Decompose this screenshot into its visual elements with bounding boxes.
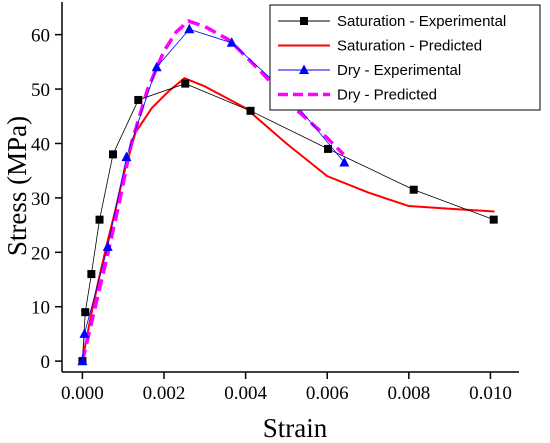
x-ticks: 0.000 0.002 0.004 0.006 0.008 0.010 <box>61 372 512 404</box>
data-point-square <box>95 215 104 224</box>
data-point-square <box>324 144 333 153</box>
series-dry-experimental <box>77 23 350 366</box>
legend-marker <box>300 17 308 25</box>
series-line <box>81 77 495 362</box>
data-point-triangle <box>102 241 113 251</box>
data-point-square <box>181 79 190 88</box>
y-tick-label: 50 <box>31 80 50 101</box>
series-layer <box>77 19 498 366</box>
data-point-square <box>134 95 143 104</box>
data-point-square <box>246 106 255 115</box>
y-ticks: 0 10 20 30 40 50 60 <box>31 26 62 373</box>
y-tick-label: 60 <box>31 26 50 47</box>
data-point-square <box>489 215 498 224</box>
legend-label: Dry - Experimental <box>337 62 461 79</box>
y-tick-label: 30 <box>31 189 50 210</box>
x-tick-label: 0.010 <box>469 383 512 404</box>
x-tick-label: 0.008 <box>387 383 430 404</box>
x-tick-label: 0.004 <box>224 383 267 404</box>
series-dry-predicted <box>80 19 345 362</box>
legend-item: Dry - Experimental <box>278 62 461 79</box>
legend-items: Saturation - Experimental Saturation - Pr… <box>278 13 506 104</box>
data-point-triangle <box>77 355 88 366</box>
data-point-triangle <box>79 328 90 338</box>
data-point-triangle <box>339 157 350 167</box>
x-tick-label: 0.006 <box>306 383 349 404</box>
legend: Saturation - Experimental Saturation - Pr… <box>269 4 541 111</box>
y-tick-label: 20 <box>31 243 50 264</box>
legend-item: Dry - Predicted <box>278 87 437 104</box>
y-tick-label: 40 <box>31 134 50 155</box>
legend-item: Saturation - Experimental <box>278 13 506 30</box>
legend-marker <box>299 64 309 74</box>
legend-label: Dry - Predicted <box>337 87 437 104</box>
data-point-triangle <box>184 23 195 34</box>
series-line <box>82 83 494 362</box>
data-point-square <box>109 150 118 159</box>
x-tick-label: 0.000 <box>61 383 104 404</box>
legend-label: Saturation - Experimental <box>337 13 506 30</box>
x-axis-title: Strain <box>263 413 328 443</box>
data-point-square <box>409 185 418 194</box>
y-axis-title: Stress (MPa) <box>2 116 32 256</box>
data-point-square <box>87 270 96 279</box>
axes-layer: 0.000 0.002 0.004 0.006 0.008 0.010 0 10 20 30 40… <box>2 2 519 443</box>
series-saturation-predicted <box>81 77 495 362</box>
y-tick-label: 10 <box>31 298 50 319</box>
data-point-triangle <box>226 37 237 47</box>
x-tick-label: 0.002 <box>143 383 186 404</box>
legend-item: Saturation - Predicted <box>278 38 482 55</box>
data-point-triangle <box>151 61 162 72</box>
data-point-square <box>81 308 90 317</box>
legend-label: Saturation - Predicted <box>337 38 482 55</box>
series-line <box>80 19 345 362</box>
data-point-triangle <box>121 151 132 162</box>
y-tick-label: 0 <box>41 352 51 373</box>
legend-box <box>269 4 541 111</box>
